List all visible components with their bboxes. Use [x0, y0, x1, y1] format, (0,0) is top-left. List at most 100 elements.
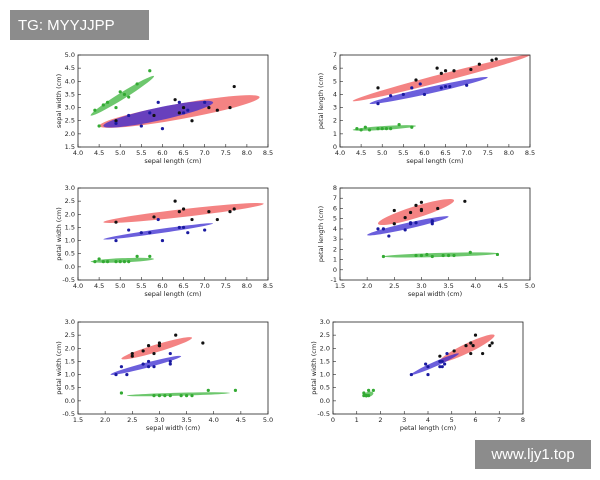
point	[157, 344, 162, 348]
point	[141, 362, 145, 366]
point	[177, 210, 181, 214]
point	[148, 69, 152, 73]
point	[168, 394, 172, 398]
point	[430, 254, 434, 259]
y-tick-label: 4.0	[65, 77, 75, 85]
point	[381, 227, 386, 231]
y-axis-label: sepal width (cm)	[55, 74, 63, 128]
point	[419, 200, 424, 204]
x-tick-label: 2.0	[362, 282, 372, 290]
y-tick-label: 2.0	[320, 344, 330, 352]
y-tick-label: 2	[333, 245, 337, 253]
y-tick-label: 5	[333, 215, 337, 223]
point	[141, 349, 145, 353]
point	[119, 365, 124, 369]
y-tick-label: 3.0	[65, 318, 75, 326]
point	[403, 216, 407, 220]
point	[152, 351, 156, 356]
point	[101, 103, 105, 107]
point	[190, 394, 194, 398]
x-tick-label: 8.0	[504, 149, 514, 157]
point	[408, 222, 413, 226]
point	[177, 225, 181, 230]
x-tick-label: 2.5	[127, 416, 137, 424]
point	[146, 365, 151, 369]
point	[125, 372, 129, 377]
point	[418, 82, 422, 86]
point	[215, 217, 219, 222]
point	[481, 351, 485, 356]
point	[473, 333, 478, 337]
x-tick-label: 6.0	[419, 149, 429, 157]
scatter-plot: 4.0 4.5 5.0 5.5 6.0 6.5 7.0 7.5 8.0 8.5 0 1 2 3 4 5 6 7 se…	[317, 51, 535, 165]
point	[179, 394, 183, 398]
point	[168, 362, 172, 366]
point	[376, 227, 380, 231]
point	[118, 90, 122, 94]
y-tick-label: 7	[333, 51, 337, 59]
point	[122, 92, 127, 97]
point	[443, 84, 448, 89]
point	[139, 231, 143, 235]
x-axis-label: sepal width (cm)	[146, 424, 200, 432]
point	[397, 123, 401, 127]
point	[465, 83, 469, 87]
point	[119, 391, 124, 395]
y-tick-label: 3.0	[320, 318, 330, 326]
point	[469, 67, 473, 72]
y-tick-label: 2	[333, 117, 337, 125]
point	[376, 127, 380, 131]
confidence-ellipse	[367, 216, 449, 236]
point	[122, 260, 127, 264]
x-tick-label: 7	[497, 416, 501, 424]
point	[426, 365, 430, 369]
x-tick-label: 3.5	[443, 282, 453, 290]
point	[152, 365, 156, 369]
point	[181, 105, 186, 110]
y-tick-label: 1.0	[65, 371, 75, 379]
point	[186, 108, 190, 112]
axes-frame	[77, 54, 269, 148]
point	[152, 215, 156, 219]
point	[392, 222, 396, 226]
point	[114, 119, 118, 123]
point	[443, 362, 447, 366]
x-tick-label: 6.5	[178, 149, 188, 157]
point	[438, 365, 442, 369]
point	[105, 260, 110, 264]
point	[435, 66, 439, 70]
point	[207, 210, 211, 214]
watermark-box	[10, 10, 149, 40]
x-tick-label: 7.0	[461, 149, 471, 157]
point	[177, 100, 181, 104]
x-tick-label: 5.5	[136, 149, 146, 157]
x-tick-label: 5.5	[398, 149, 408, 157]
confidence-ellipse	[110, 355, 182, 375]
point	[127, 260, 131, 264]
y-tick-label: 0.5	[320, 384, 330, 392]
x-tick-label: 4.0	[471, 282, 481, 290]
y-tick-label: 5	[333, 77, 337, 85]
y-tick-label: 3.5	[65, 90, 75, 98]
point	[146, 344, 151, 348]
y-tick-label: 4.5	[65, 64, 75, 72]
point	[174, 333, 178, 337]
y-tick-label: 1	[333, 130, 337, 138]
x-tick-label: 3.0	[154, 416, 164, 424]
y-tick-label: 0.0	[320, 397, 330, 405]
axes-frame	[339, 187, 531, 281]
y-tick-label: 2.5	[65, 197, 75, 205]
point	[114, 260, 118, 264]
y-tick-label: 5.0	[65, 51, 75, 59]
confidence-ellipse	[369, 76, 488, 104]
point	[168, 359, 172, 364]
point	[469, 351, 473, 356]
point	[452, 253, 456, 258]
y-tick-label: -0.5	[62, 410, 75, 418]
y-tick-label: 2.0	[65, 130, 75, 138]
point	[409, 372, 413, 377]
point	[424, 362, 428, 366]
point	[160, 127, 165, 131]
point	[232, 84, 236, 89]
plot-area	[78, 188, 268, 280]
